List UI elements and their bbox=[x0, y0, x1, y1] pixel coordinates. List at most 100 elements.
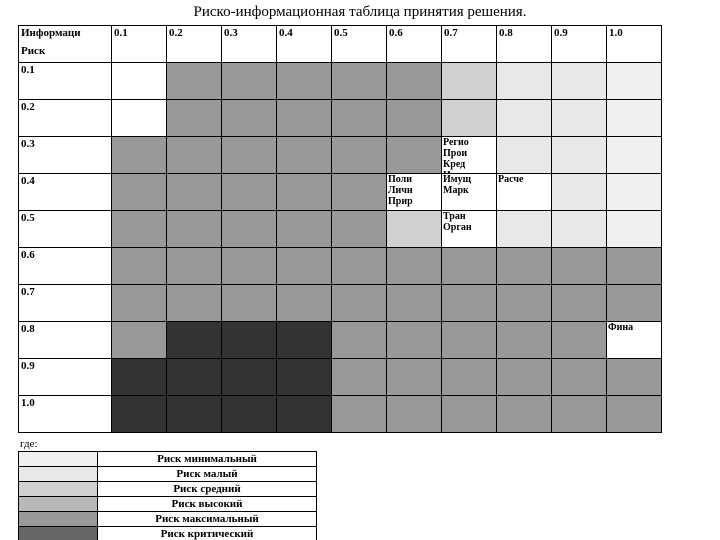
col-header: 0.8 bbox=[497, 26, 552, 63]
legend-swatch bbox=[19, 512, 98, 527]
legend-row: Риск минимальный bbox=[19, 452, 317, 467]
matrix-cell bbox=[552, 100, 607, 137]
legend-label: Риск максимальный bbox=[98, 512, 317, 527]
row-header: 0.7 bbox=[19, 285, 112, 322]
matrix-cell bbox=[112, 174, 167, 211]
matrix-cell bbox=[442, 396, 497, 433]
matrix-cell bbox=[552, 63, 607, 100]
matrix-cell: Расче bbox=[497, 174, 552, 211]
matrix-cell bbox=[552, 322, 607, 359]
cell-annotation: Расче bbox=[497, 174, 524, 185]
table-row: 0.4Поли Личн ПрирИмущ МаркРасче bbox=[19, 174, 662, 211]
col-header: 0.3 bbox=[222, 26, 277, 63]
matrix-cell bbox=[277, 248, 332, 285]
matrix-cell bbox=[497, 137, 552, 174]
matrix-cell bbox=[607, 248, 662, 285]
legend-row: Риск критический bbox=[19, 527, 317, 540]
cell-annotation: Имущ Марк bbox=[442, 174, 472, 196]
legend-row: Риск малый bbox=[19, 467, 317, 482]
matrix-cell bbox=[167, 100, 222, 137]
row-header: 0.8 bbox=[19, 322, 112, 359]
matrix-cell bbox=[222, 211, 277, 248]
matrix-cell bbox=[552, 359, 607, 396]
matrix-cell bbox=[387, 359, 442, 396]
matrix-cell bbox=[442, 285, 497, 322]
matrix-cell bbox=[332, 322, 387, 359]
matrix-cell bbox=[332, 359, 387, 396]
table-row: 0.7 bbox=[19, 285, 662, 322]
legend-row: Риск высокий bbox=[19, 497, 317, 512]
matrix-cell bbox=[552, 248, 607, 285]
matrix-cell bbox=[607, 211, 662, 248]
matrix-cell: Регио Прои Кред Инве bbox=[442, 137, 497, 174]
matrix-cell bbox=[277, 63, 332, 100]
matrix-cell bbox=[387, 137, 442, 174]
matrix-cell bbox=[277, 322, 332, 359]
matrix-cell bbox=[167, 396, 222, 433]
matrix-cell bbox=[497, 211, 552, 248]
matrix-cell bbox=[387, 211, 442, 248]
corner-top: Информаци bbox=[21, 27, 109, 39]
matrix-cell bbox=[112, 285, 167, 322]
legend-label: Риск минимальный bbox=[98, 452, 317, 467]
matrix-cell: Поли Личн Прир bbox=[387, 174, 442, 211]
matrix-cell bbox=[222, 63, 277, 100]
row-header: 0.6 bbox=[19, 248, 112, 285]
legend-label: Риск высокий bbox=[98, 497, 317, 512]
matrix-cell bbox=[222, 100, 277, 137]
cell-annotation: Регио Прои Кред Инве bbox=[442, 137, 470, 174]
matrix-cell bbox=[277, 359, 332, 396]
corner-cell: Информаци Риск bbox=[19, 26, 112, 63]
risk-matrix: Информаци Риск 0.10.20.30.40.50.60.70.80… bbox=[18, 25, 662, 433]
matrix-cell: Фина bbox=[607, 322, 662, 359]
matrix-cell bbox=[112, 396, 167, 433]
matrix-cell bbox=[552, 174, 607, 211]
matrix-cell bbox=[607, 63, 662, 100]
matrix-cell bbox=[387, 322, 442, 359]
table-row: 0.8 Фина bbox=[19, 322, 662, 359]
row-header: 0.1 bbox=[19, 63, 112, 100]
matrix-cell bbox=[222, 174, 277, 211]
matrix-cell bbox=[497, 100, 552, 137]
matrix-cell bbox=[112, 137, 167, 174]
matrix-cell bbox=[167, 285, 222, 322]
cell-annotation: Фина bbox=[607, 322, 634, 333]
matrix-cell bbox=[277, 100, 332, 137]
table-row: 0.5Тран Орган bbox=[19, 211, 662, 248]
cell-annotation: Тран Орган bbox=[442, 211, 473, 233]
matrix-cell bbox=[497, 63, 552, 100]
matrix-cell bbox=[497, 396, 552, 433]
matrix-cell bbox=[167, 211, 222, 248]
matrix-cell bbox=[332, 63, 387, 100]
corner-bottom: Риск bbox=[21, 45, 109, 57]
matrix-cell bbox=[277, 211, 332, 248]
matrix-cell bbox=[222, 396, 277, 433]
matrix-cell bbox=[387, 100, 442, 137]
col-header: 0.2 bbox=[167, 26, 222, 63]
legend-swatch bbox=[19, 497, 98, 512]
row-header: 0.2 bbox=[19, 100, 112, 137]
legend-label: Риск малый bbox=[98, 467, 317, 482]
row-header: 0.3 bbox=[19, 137, 112, 174]
matrix-cell bbox=[552, 211, 607, 248]
matrix-cell bbox=[167, 322, 222, 359]
matrix-cell bbox=[277, 137, 332, 174]
matrix-cell bbox=[607, 100, 662, 137]
matrix-cell bbox=[607, 285, 662, 322]
matrix-cell bbox=[277, 174, 332, 211]
matrix-cell bbox=[332, 285, 387, 322]
matrix-cell bbox=[332, 396, 387, 433]
matrix-cell bbox=[112, 322, 167, 359]
matrix-cell bbox=[112, 211, 167, 248]
matrix-cell bbox=[222, 248, 277, 285]
matrix-cell: Тран Орган bbox=[442, 211, 497, 248]
matrix-cell bbox=[552, 396, 607, 433]
row-header: 1.0 bbox=[19, 396, 112, 433]
matrix-cell bbox=[277, 285, 332, 322]
matrix-cell bbox=[167, 174, 222, 211]
matrix-cell bbox=[607, 137, 662, 174]
matrix-cell bbox=[442, 63, 497, 100]
matrix-cell bbox=[332, 100, 387, 137]
matrix-cell bbox=[387, 248, 442, 285]
matrix-cell bbox=[222, 137, 277, 174]
